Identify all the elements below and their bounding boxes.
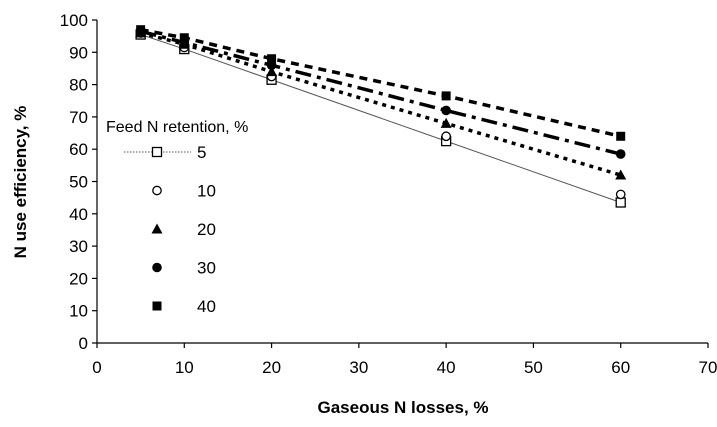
legend-label-20: 20 (197, 220, 216, 239)
series-markers (135, 25, 627, 208)
series-line-40 (140, 27, 622, 138)
legend-marker-5 (151, 146, 163, 158)
legend-label-40: 40 (197, 297, 216, 316)
y-tick-label: 50 (69, 173, 88, 192)
x-tick-label: 70 (699, 358, 717, 377)
legend-label-5: 5 (197, 143, 206, 162)
data-point-20 (615, 169, 627, 180)
data-point-10 (441, 131, 451, 142)
data-point-40 (267, 54, 277, 64)
legend-label-30: 30 (197, 259, 216, 278)
legend-marker-40 (152, 301, 162, 311)
legend-marker-30 (152, 262, 162, 273)
y-tick-label: 60 (69, 140, 88, 159)
y-tick-label: 100 (60, 11, 88, 30)
data-point-20 (266, 66, 278, 77)
y-tick-label: 20 (69, 269, 88, 288)
series-lines (140, 27, 622, 203)
data-point-10 (615, 189, 626, 200)
legend-marker-10 (152, 185, 162, 196)
x-tick-label: 40 (437, 358, 456, 377)
data-point-30 (441, 105, 451, 116)
x-tick-label: 10 (175, 358, 194, 377)
data-point-5 (615, 197, 626, 208)
x-tick-label: 60 (611, 358, 630, 377)
data-point-40 (441, 91, 451, 101)
y-tick-label: 90 (69, 43, 88, 62)
x-tick-label: 0 (92, 358, 101, 377)
legend-marker-20 (151, 223, 163, 234)
axes: 0 10 20 30 40 50 60 70 80 90 100 0 10 20 30 40 50 60 70 (60, 11, 717, 377)
data-point-30 (615, 149, 626, 159)
data-point-40 (179, 33, 189, 43)
x-axis-title: Gaseous N losses, % (317, 398, 488, 417)
y-tick-label: 80 (69, 76, 88, 95)
data-point-40 (136, 25, 146, 35)
y-tick-label: 30 (69, 237, 88, 256)
data-point-40 (616, 131, 626, 141)
x-tick-label: 30 (349, 358, 368, 377)
data-point-20 (440, 117, 452, 128)
x-tick-label: 20 (262, 358, 281, 377)
y-tick-label: 40 (69, 205, 88, 224)
legend-label-10: 10 (197, 182, 216, 201)
series-line-20 (140, 31, 622, 177)
y-tick-label: 0 (79, 334, 88, 353)
y-axis-title: N use efficiency, % (11, 106, 30, 259)
y-tick-label: 70 (69, 108, 88, 127)
legend-title: Feed N retention, % (106, 119, 248, 136)
legend: Feed N retention, % 5 10 20 30 40 (106, 119, 248, 316)
x-tick-label: 50 (524, 358, 543, 377)
y-tick-label: 10 (69, 302, 88, 321)
